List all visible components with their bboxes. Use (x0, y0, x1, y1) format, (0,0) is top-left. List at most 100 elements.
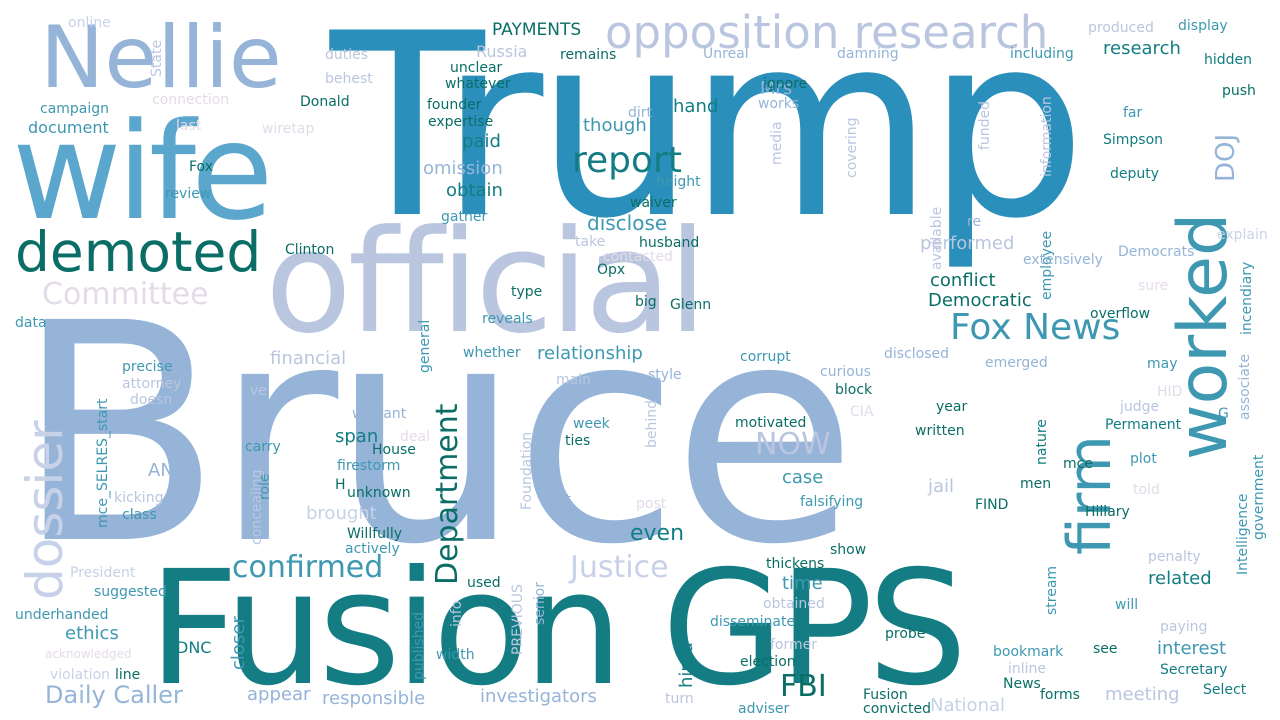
word: Donald (300, 94, 350, 110)
word: behind (644, 399, 660, 448)
word: obtain (446, 180, 503, 201)
word: Nellie (40, 8, 282, 108)
word: span (335, 426, 379, 447)
word: omission (423, 158, 503, 179)
word: Permanent (1105, 417, 1182, 433)
word: News (1003, 676, 1041, 692)
word: height (656, 174, 701, 190)
word: NOW (755, 427, 831, 462)
word: founder (427, 97, 482, 113)
word: Clinton (285, 242, 335, 258)
word: brought (306, 503, 377, 524)
word: attorney (122, 376, 182, 392)
word: ignore (763, 76, 808, 92)
word: written (915, 423, 965, 439)
word: jail (928, 476, 955, 497)
word: turn (665, 691, 694, 707)
word: performed (920, 233, 1015, 254)
word: reveals (482, 311, 533, 327)
word: published (411, 611, 427, 680)
word: underhanded (15, 607, 109, 623)
word: time (782, 573, 823, 594)
word: Daily Caller (45, 681, 183, 709)
word: behest (325, 71, 373, 87)
word: violation (50, 667, 111, 683)
word: ANTI (148, 460, 191, 481)
word: paying (1160, 619, 1208, 635)
word: style (648, 367, 682, 383)
word: Hillary (1085, 504, 1130, 520)
word: waiver (630, 195, 677, 211)
word: wiretap (262, 121, 315, 137)
word: adviser (738, 701, 790, 717)
word: opposition research (605, 6, 1049, 59)
word: husband (639, 235, 700, 251)
word: precise (122, 359, 173, 375)
word: though (583, 115, 647, 136)
word: related (1148, 568, 1212, 589)
word: firm (1055, 435, 1125, 555)
word: week (573, 416, 610, 432)
word: official (265, 200, 707, 365)
word: mce_SELRES_start (95, 398, 111, 528)
word: Intelligence (1235, 493, 1251, 575)
word: relationship (537, 343, 643, 364)
word: hidden (1204, 52, 1253, 68)
word: curious (820, 364, 871, 380)
word: Department (430, 403, 465, 585)
word: Glenn (670, 297, 712, 313)
word: ethics (65, 623, 119, 644)
word: doesn (130, 392, 173, 408)
word: available (929, 206, 945, 270)
word: Mrs (760, 78, 793, 99)
word: confirmed (232, 550, 384, 585)
word: type (511, 284, 543, 300)
word: Russia (476, 42, 528, 61)
word: DOJ (1211, 133, 1241, 182)
word: funded (977, 100, 993, 150)
word: meeting (1105, 684, 1180, 705)
word: information (1039, 96, 1055, 177)
word: year (936, 399, 968, 415)
word: media (769, 121, 785, 165)
word: see (1093, 641, 1118, 657)
word: FBI (780, 669, 827, 704)
word: PREVIOUS (510, 584, 526, 655)
word: Opx (597, 262, 626, 278)
word: judge (1120, 399, 1160, 415)
word: investigators (480, 686, 597, 707)
word: kicking (114, 490, 164, 506)
word: incendiary (1239, 261, 1255, 335)
word: stream (1044, 565, 1060, 615)
word: convicted (863, 701, 931, 717)
word: Committee (42, 277, 209, 312)
word: document (28, 118, 109, 137)
word: case (782, 467, 824, 488)
word: Unreal (703, 46, 749, 62)
word: block (835, 382, 873, 398)
word: thickens (766, 556, 825, 572)
word: data (15, 315, 47, 331)
word: class (122, 507, 157, 523)
word: explain (1217, 227, 1268, 243)
word: may (1147, 356, 1178, 372)
word: ve (250, 383, 267, 399)
word: got (548, 492, 571, 508)
word: info (449, 600, 465, 627)
word: G (1218, 406, 1229, 422)
word: PAYMENTS (492, 20, 582, 40)
word: CIA (850, 404, 874, 420)
word: bookmark (993, 644, 1064, 660)
word: conflict (930, 270, 996, 291)
word: President (70, 565, 136, 581)
word: take (575, 234, 606, 250)
word: post (636, 496, 667, 512)
word: even (630, 521, 685, 546)
word: unclear (450, 60, 503, 76)
word: paid (462, 131, 501, 152)
word: HID (1157, 384, 1183, 400)
word: deal (400, 429, 430, 445)
word: contacted (603, 249, 673, 265)
word: dirt (628, 105, 653, 121)
word: Fusion GPS (148, 537, 968, 720)
